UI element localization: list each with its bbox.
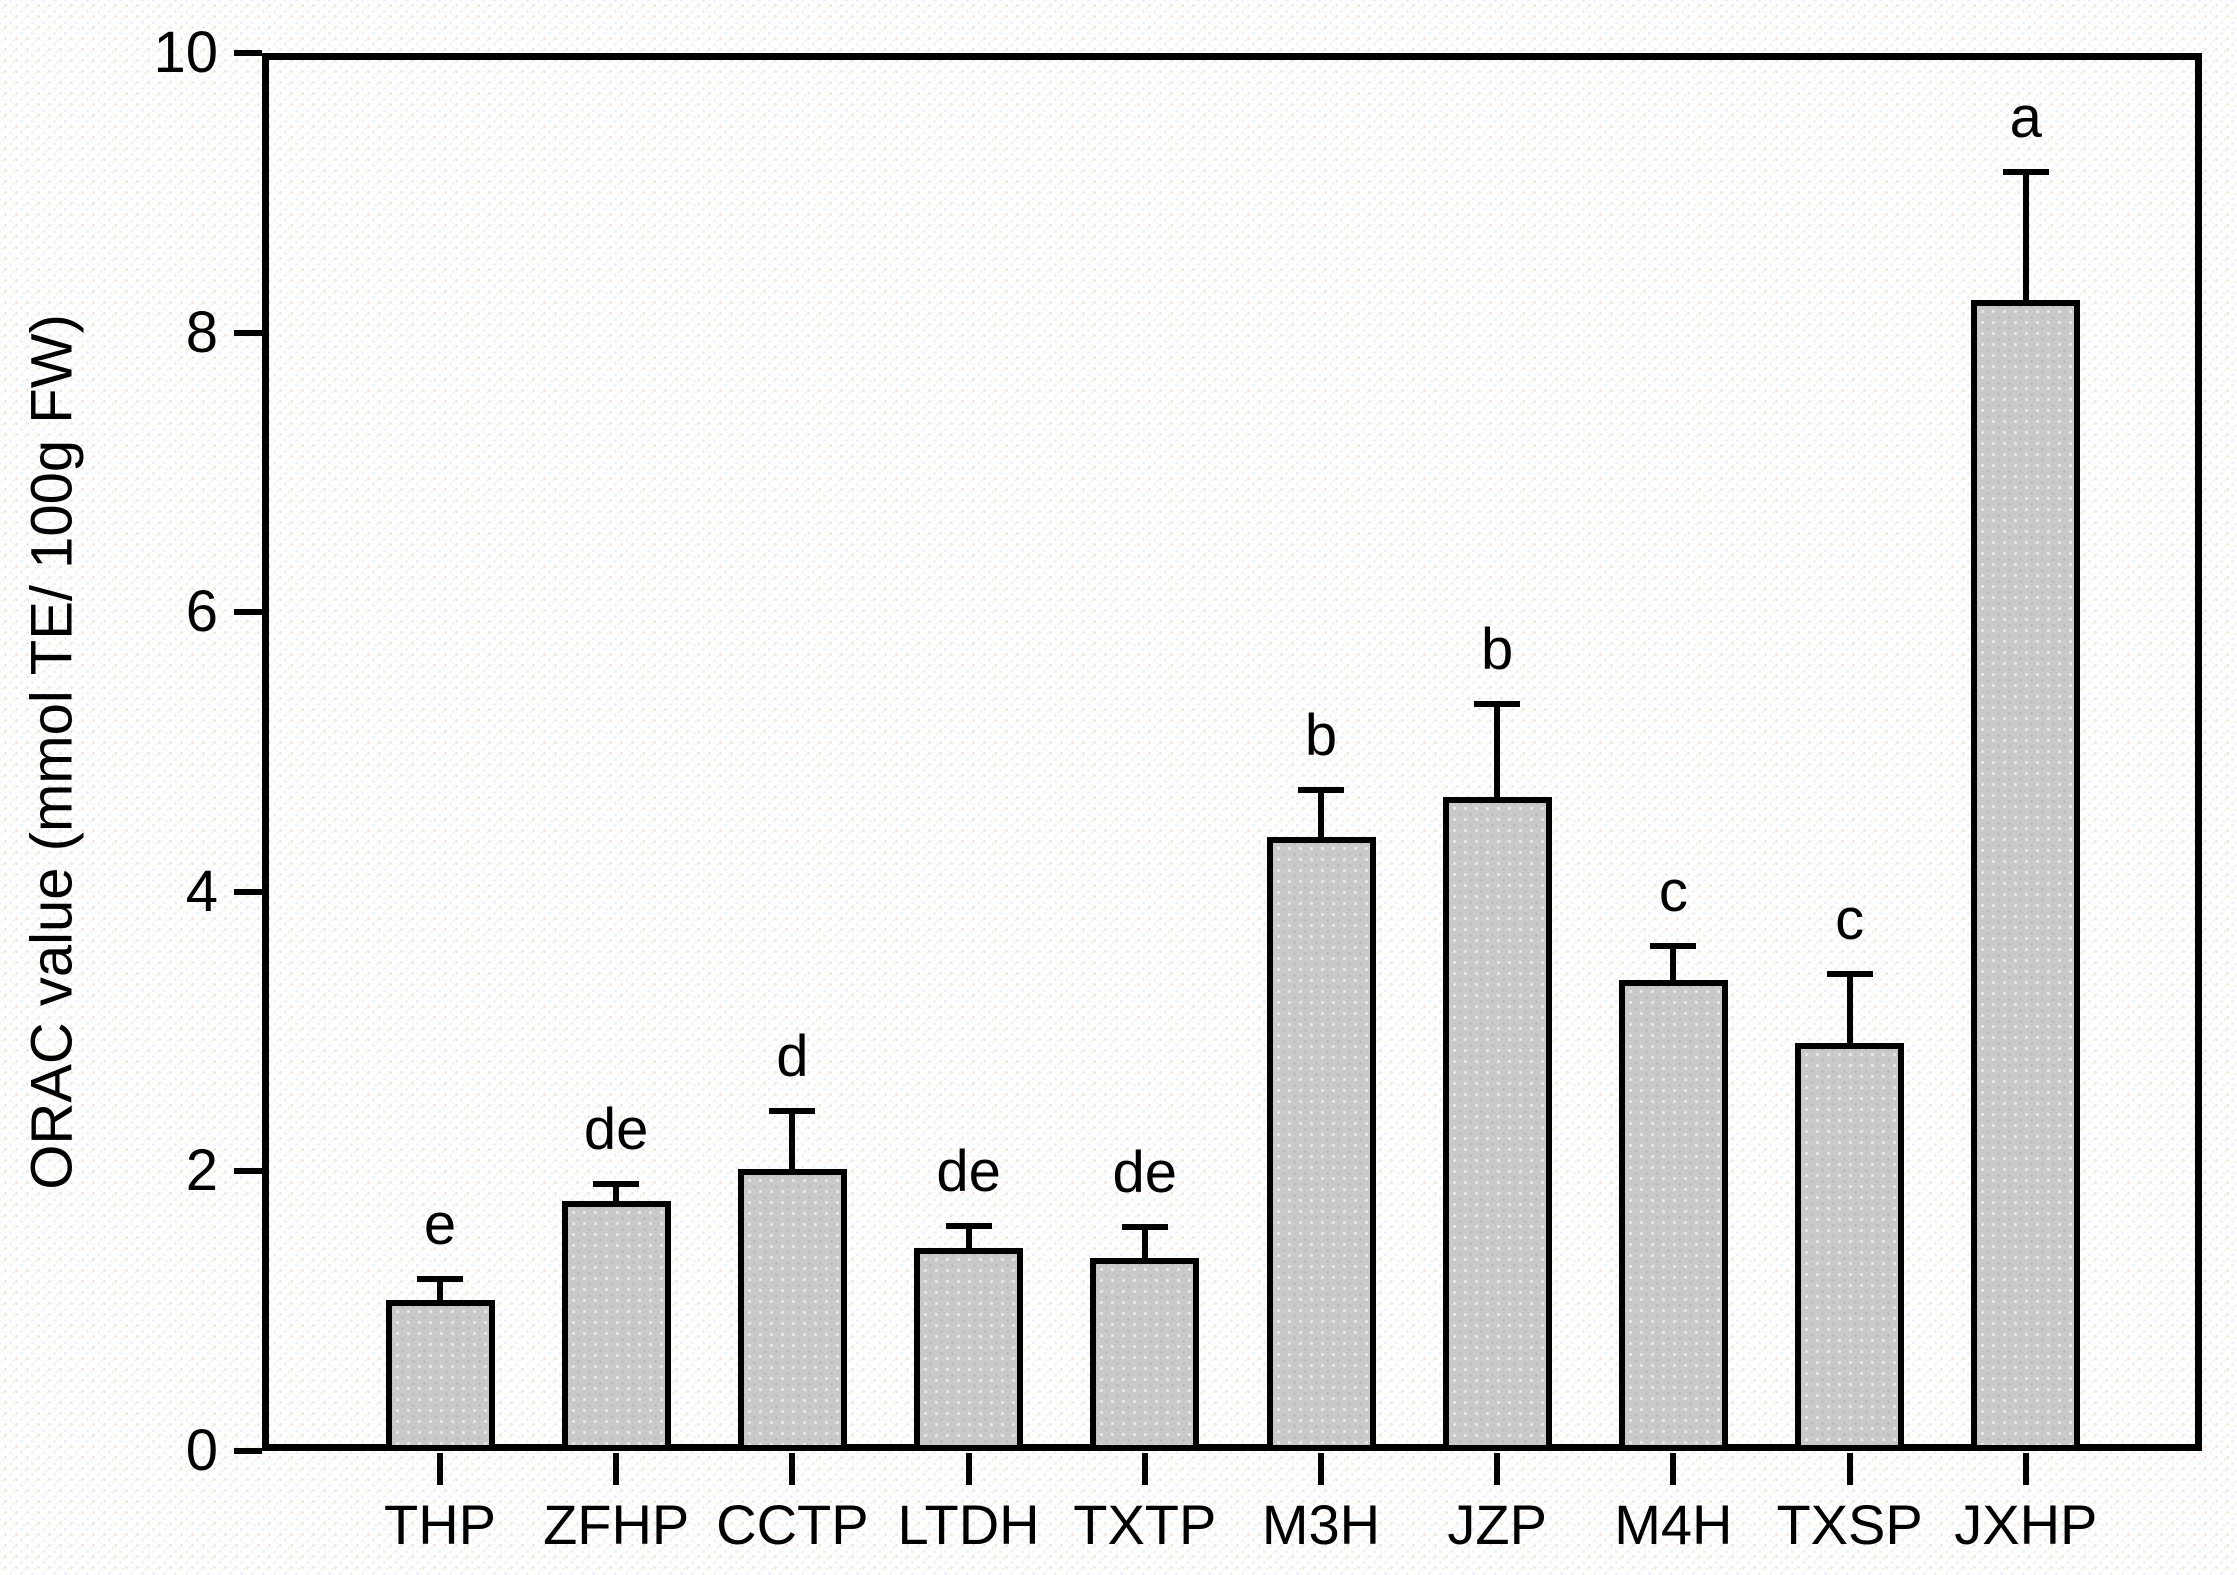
bar xyxy=(385,1300,495,1451)
y-tick xyxy=(234,329,262,336)
x-tick xyxy=(1318,1453,1324,1485)
x-tick xyxy=(965,1453,972,1485)
sig-letter: b xyxy=(1304,702,1338,768)
x-tick xyxy=(437,1453,443,1485)
bar xyxy=(561,1200,671,1451)
y-tick-label: 6 xyxy=(185,579,218,645)
error-bar-stem xyxy=(1318,789,1324,838)
error-bar-cap xyxy=(1298,786,1344,793)
error-bar-stem xyxy=(613,1183,620,1201)
x-tick-label: TXTP xyxy=(1073,1493,1217,1556)
x-tick xyxy=(1494,1453,1501,1485)
x-tick xyxy=(1670,1453,1677,1485)
x-tick-label: M4H xyxy=(1614,1493,1733,1556)
y-tick-label: 8 xyxy=(185,299,218,365)
y-tick xyxy=(234,1168,262,1175)
error-bar-cap xyxy=(1650,943,1697,950)
bar xyxy=(1971,300,2081,1451)
sig-letter: c xyxy=(1658,859,1688,925)
bar xyxy=(914,1248,1024,1451)
error-bar-cap xyxy=(1121,1224,1168,1231)
error-bar-cap xyxy=(769,1108,816,1115)
error-bar-stem xyxy=(437,1279,443,1300)
y-tick xyxy=(234,1448,262,1454)
sig-letter: de xyxy=(936,1138,1001,1204)
error-bar-cap xyxy=(1474,701,1521,708)
x-tick-label: CCTP xyxy=(716,1493,869,1556)
error-bar-stem xyxy=(1494,704,1501,797)
y-tick-label: 2 xyxy=(185,1138,218,1204)
x-tick xyxy=(789,1453,796,1485)
error-bar-cap xyxy=(593,1180,640,1187)
error-bar-stem xyxy=(1846,974,1853,1043)
y-tick xyxy=(234,50,262,56)
x-tick-label: JZP xyxy=(1447,1493,1547,1556)
y-tick-label: 0 xyxy=(185,1418,218,1483)
sig-letter: c xyxy=(1835,887,1865,953)
y-axis-label: ORAC value (mmol TE/ 100g FW) xyxy=(19,314,85,1190)
error-bar-stem xyxy=(1141,1227,1148,1259)
x-tick xyxy=(1141,1453,1148,1485)
bar xyxy=(1266,837,1376,1451)
error-bar-stem xyxy=(789,1111,796,1169)
bar xyxy=(1795,1042,1905,1451)
x-tick-label: THP xyxy=(384,1493,496,1556)
x-tick xyxy=(613,1453,620,1485)
error-bar-cap xyxy=(1826,971,1873,978)
x-tick-label: ZFHP xyxy=(543,1493,690,1556)
x-tick xyxy=(2022,1453,2029,1485)
plot-area xyxy=(262,53,2202,1451)
x-tick-label: JXHP xyxy=(1954,1493,2098,1556)
y-tick-label: 4 xyxy=(185,858,218,924)
x-tick xyxy=(1846,1453,1853,1485)
sig-letter: b xyxy=(1481,617,1514,683)
error-bar-cap xyxy=(2002,168,2049,175)
x-tick-label: TXSP xyxy=(1776,1493,1923,1556)
bar xyxy=(737,1168,847,1451)
y-tick xyxy=(234,888,262,895)
bar xyxy=(1618,979,1728,1451)
sig-letter: de xyxy=(1112,1140,1178,1206)
y-tick xyxy=(234,609,262,616)
y-tick-label: 10 xyxy=(153,20,218,85)
error-bar-stem xyxy=(2022,171,2029,301)
x-tick-label: M3H xyxy=(1261,1493,1381,1556)
sig-letter: a xyxy=(2009,84,2042,150)
bar xyxy=(1090,1258,1200,1451)
sig-letter: de xyxy=(583,1096,649,1162)
bar xyxy=(1442,796,1552,1451)
x-tick-label: LTDH xyxy=(897,1493,1040,1556)
error-bar-cap xyxy=(945,1222,992,1229)
error-bar-stem xyxy=(1670,946,1677,980)
sig-letter: e xyxy=(423,1192,457,1258)
sig-letter: d xyxy=(776,1024,809,1090)
error-bar-stem xyxy=(965,1225,972,1249)
error-bar-cap xyxy=(417,1276,463,1283)
